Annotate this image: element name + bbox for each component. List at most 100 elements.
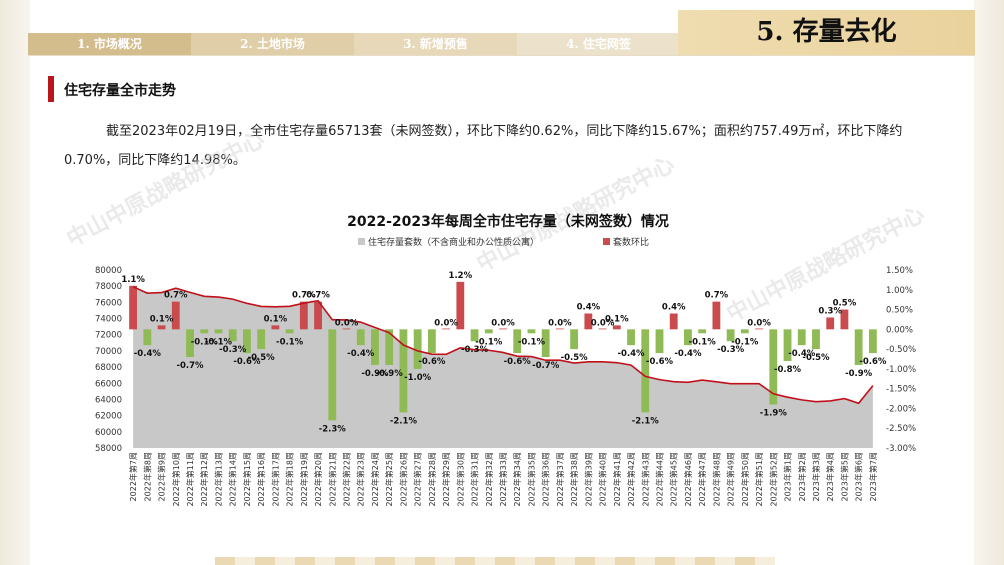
nav-tab-new-presale[interactable]: 3. 新增预售	[354, 33, 517, 55]
bottom-decor-strip	[215, 557, 775, 565]
wow-data-label: 0.0%	[335, 318, 359, 328]
x-tick-label: 2023年第5周	[839, 452, 849, 501]
x-tick-label: 2022年第25周	[384, 452, 394, 507]
wow-bar	[314, 301, 322, 330]
section-marker	[48, 76, 54, 102]
wow-bar	[285, 329, 294, 334]
y-left-tick-label: 76000	[95, 298, 122, 308]
x-tick-label: 2022年第48周	[711, 452, 721, 507]
y-left-tick-label: 68000	[95, 363, 122, 373]
wow-bar	[413, 329, 422, 369]
wow-data-label: -0.9%	[845, 369, 873, 379]
wow-data-label: 0.0%	[747, 318, 771, 328]
x-tick-label: 2022年第36周	[541, 452, 551, 507]
wow-bar	[399, 329, 408, 413]
wow-bar	[612, 325, 621, 330]
wow-bar	[812, 329, 820, 350]
wow-bar	[299, 301, 308, 330]
wow-data-label: -0.4%	[788, 349, 816, 359]
x-tick-label: 2022年第44周	[654, 452, 664, 507]
legend-swatch-wow	[603, 238, 610, 245]
x-tick-label: 2022年第23周	[356, 452, 366, 507]
y-right-tick-label: -2.50%	[886, 424, 916, 434]
x-tick-label: 2023年第7周	[868, 452, 878, 501]
wow-bar	[669, 313, 678, 330]
y-right-tick-label: 0.00%	[886, 325, 913, 335]
summary-paragraph: 截至2023年02月19日，全市住宅存量65713套（未网签数），环比下降约0.…	[64, 124, 903, 168]
wow-bar	[470, 329, 479, 342]
wow-bar	[797, 329, 806, 346]
wow-data-label: -1.0%	[404, 373, 432, 383]
wow-bar	[442, 328, 451, 330]
x-tick-label: 2023年第2周	[797, 452, 807, 501]
x-tick-label: 2022年第34周	[512, 452, 522, 507]
y-right-tick-label: -3.00%	[886, 444, 916, 454]
y-right-tick-label: 0.50%	[886, 306, 913, 316]
wow-bar	[484, 329, 493, 334]
wow-bar	[641, 329, 650, 413]
x-tick-label: 2022年第11周	[185, 452, 195, 507]
wow-data-label: -2.3%	[319, 424, 347, 434]
wow-data-label: 0.3%	[818, 306, 842, 316]
x-tick-label: 2022年第45周	[669, 452, 679, 507]
wow-bar	[328, 329, 337, 421]
wow-data-label: 0.0%	[434, 318, 458, 328]
x-tick-label: 2022年第35周	[526, 452, 536, 507]
y-left-tick-label: 58000	[95, 444, 122, 454]
stock-area-series	[133, 286, 873, 448]
wow-data-label: -0.5%	[802, 353, 830, 363]
x-tick-label: 2022年第27周	[413, 452, 423, 507]
wow-data-label: -0.5%	[561, 353, 589, 363]
wow-bar	[755, 328, 763, 330]
wow-bar	[356, 329, 365, 346]
wow-data-label: -0.7%	[176, 361, 204, 371]
wow-bar	[698, 329, 707, 334]
wow-bar	[527, 329, 536, 334]
x-tick-label: 2023年第3周	[811, 452, 821, 501]
y-left-tick-label: 70000	[95, 347, 122, 357]
wow-bar	[214, 329, 223, 334]
y-left-tick-label: 72000	[95, 331, 122, 341]
wow-bar	[868, 329, 877, 354]
x-tick-label: 2022年第31周	[470, 452, 480, 507]
x-tick-label: 2023年第4周	[825, 452, 835, 501]
x-tick-label: 2022年第46周	[683, 452, 693, 507]
wow-bar	[740, 329, 749, 334]
x-tick-label: 2022年第16周	[256, 452, 266, 507]
wow-bar	[684, 329, 692, 346]
wow-data-label: -0.1%	[205, 337, 233, 347]
wow-bar	[783, 329, 792, 361]
wow-bar	[584, 313, 593, 330]
wow-bar	[627, 329, 635, 346]
wow-bar	[726, 329, 735, 342]
x-tick-label: 2022年第19周	[299, 452, 309, 507]
wow-data-label: 1.2%	[449, 271, 473, 281]
wow-data-label: -0.1%	[191, 337, 219, 347]
legend-label-wow: 套数环比	[613, 236, 649, 248]
nav-tab-residential-signing[interactable]: 4. 住宅网签	[517, 33, 680, 55]
current-section-title: 5. 存量去化	[678, 10, 975, 55]
nav-tab-market-overview[interactable]: 1. 市场概况	[28, 33, 191, 55]
wow-data-label: 0.7%	[705, 291, 729, 301]
y-right-tick-label: -1.50%	[886, 385, 916, 395]
wow-data-label: -0.9%	[361, 369, 389, 379]
wow-data-label: -0.7%	[532, 361, 560, 371]
x-tick-label: 2022年第12周	[199, 452, 209, 507]
x-tick-label: 2022年第22周	[342, 452, 352, 507]
x-tick-label: 2022年第30周	[455, 452, 465, 507]
y-left-tick-label: 66000	[95, 379, 122, 389]
wow-data-label: -0.5%	[248, 353, 276, 363]
x-tick-label: 2022年第42周	[626, 452, 636, 507]
x-tick-label: 2022年第24周	[370, 452, 380, 507]
y-right-tick-label: -0.50%	[886, 345, 916, 355]
x-tick-label: 2022年第43周	[640, 452, 650, 507]
y-right-tick-label: -2.00%	[886, 404, 916, 414]
x-tick-label: 2022年第17周	[270, 452, 280, 507]
y-left-tick-label: 80000	[95, 266, 122, 276]
wow-data-label: 1.1%	[121, 275, 145, 285]
wow-bar	[769, 329, 778, 405]
wow-data-label: -2.1%	[632, 416, 660, 426]
wow-bar	[826, 317, 835, 330]
nav-tab-land-market[interactable]: 2. 土地市场	[191, 33, 354, 55]
x-tick-label: 2022年第28周	[427, 452, 437, 507]
